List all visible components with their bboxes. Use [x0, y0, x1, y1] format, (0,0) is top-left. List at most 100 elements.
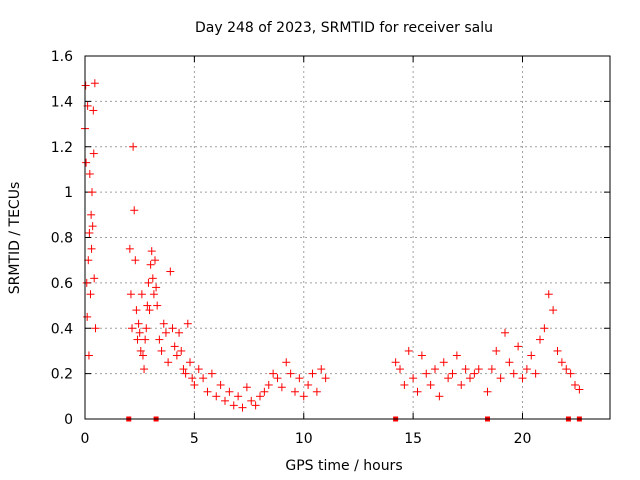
data-point: [157, 346, 166, 355]
x-tick-label: 10: [295, 431, 313, 447]
data-point: [137, 290, 146, 299]
data-point: [188, 374, 197, 383]
data-point: [312, 387, 321, 396]
data-point: [431, 365, 439, 374]
data-point: [132, 306, 141, 315]
data-point: [136, 346, 145, 355]
data-point: [186, 358, 194, 367]
data-point: [225, 387, 234, 396]
data-point: [575, 385, 584, 394]
data-point: [400, 380, 409, 389]
data-point: [439, 358, 448, 367]
data-point: [90, 79, 99, 88]
data-point: [514, 342, 523, 351]
data-point: [181, 369, 190, 378]
data-point: [144, 278, 153, 287]
data-point: [461, 365, 470, 374]
data-point: [133, 335, 142, 344]
data-point: [91, 324, 100, 333]
data-point: [522, 365, 531, 374]
data-point: [172, 351, 181, 360]
y-tick-label: 1: [64, 185, 73, 201]
data-point: [83, 312, 92, 321]
data-point: [177, 346, 186, 355]
data-point: [140, 365, 149, 374]
data-point: [138, 351, 147, 360]
data-point: [251, 401, 260, 410]
data-point: [457, 380, 466, 389]
x-axis-label: GPS time / hours: [285, 458, 402, 474]
data-point: [518, 374, 527, 383]
y-tick-label: 0: [64, 412, 73, 428]
data-point: [130, 206, 139, 215]
x-tick-label: 15: [404, 431, 422, 447]
data-point: [175, 328, 184, 337]
y-tick-label: 0.2: [51, 367, 73, 383]
data-point: [164, 358, 173, 367]
data-point: [269, 369, 278, 378]
data-points: [81, 79, 584, 422]
data-point: [87, 210, 96, 219]
data-point: [540, 324, 549, 333]
data-point: [131, 256, 140, 265]
data-point: [531, 369, 540, 378]
data-point: [89, 149, 98, 158]
data-point: [82, 278, 91, 287]
data-point: [536, 335, 544, 344]
x-tick-label: 0: [81, 431, 90, 447]
data-point: [238, 403, 247, 412]
chart-title: Day 248 of 2023, SRMTID for receiver sal…: [195, 20, 493, 36]
data-point: [426, 380, 435, 389]
data-point: [216, 380, 225, 389]
data-point: [149, 290, 158, 299]
data-point: [474, 365, 483, 374]
data-point: [151, 256, 159, 265]
data-point: [417, 351, 426, 360]
data-point: [88, 188, 96, 197]
data-point: [90, 274, 99, 283]
data-point: [221, 396, 229, 405]
data-point: [396, 365, 404, 374]
data-point: [304, 380, 313, 389]
data-point: [212, 392, 221, 401]
data-point: [203, 387, 212, 396]
data-point: [466, 374, 474, 383]
data-point: [282, 358, 291, 367]
data-point: [435, 392, 444, 401]
y-tick-label: 1.2: [51, 140, 73, 156]
data-point: [566, 369, 575, 378]
data-point: [470, 369, 479, 378]
data-point: [404, 346, 413, 355]
data-point: [413, 387, 422, 396]
data-point: [129, 142, 138, 151]
data-point: [452, 351, 461, 360]
data-point: [128, 324, 137, 333]
data-point: [82, 158, 91, 167]
data-point: [544, 290, 553, 299]
data-point: [147, 247, 156, 256]
data-point: [501, 328, 509, 337]
data-point: [84, 256, 93, 265]
data-point: [264, 380, 273, 389]
data-point: [179, 365, 188, 374]
x-tick-label: 5: [190, 431, 199, 447]
data-point: [166, 267, 175, 276]
data-point: [422, 369, 431, 378]
data-point: [168, 324, 177, 333]
data-point: [448, 369, 457, 378]
data-point: [321, 374, 330, 383]
data-point: [549, 306, 558, 315]
data-point: [146, 260, 155, 269]
data-point: [317, 365, 326, 374]
data-point: [86, 290, 95, 299]
data-point: [291, 387, 299, 396]
data-point: [159, 319, 168, 328]
data-point: [135, 328, 144, 337]
data-point: [256, 392, 264, 401]
data-point: [170, 342, 179, 351]
data-point: [409, 374, 418, 383]
data-point: [557, 358, 566, 367]
data-point: [148, 274, 157, 283]
plot-frame: [84, 55, 611, 420]
